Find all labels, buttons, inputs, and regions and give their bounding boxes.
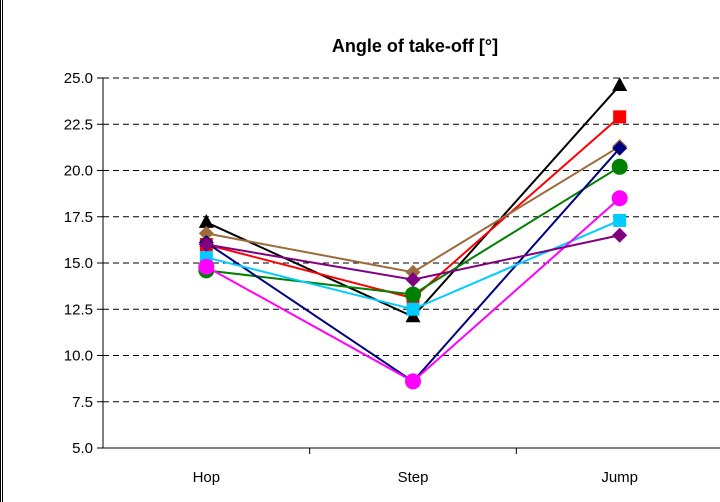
- x-tick-labels: Hop Step Jump: [193, 469, 638, 486]
- data-point: [612, 228, 627, 243]
- y-tick-label: 12.5: [64, 301, 93, 318]
- y-tick-label: 17.5: [64, 209, 93, 226]
- y-tick-label: 25.0: [64, 70, 93, 87]
- series-8: [199, 228, 627, 287]
- x-tick-label: Step: [398, 469, 429, 486]
- x-tick-label: Jump: [601, 469, 638, 486]
- axes: [97, 78, 720, 454]
- data-point: [407, 303, 420, 316]
- y-tick-label: 15.0: [64, 255, 93, 272]
- data-point: [199, 214, 214, 228]
- y-tick-label: 7.5: [72, 394, 93, 411]
- gridlines: [103, 78, 720, 402]
- data-point: [405, 373, 421, 389]
- data-point: [613, 214, 626, 227]
- y-tick-label: 20.0: [64, 163, 93, 180]
- data-point: [198, 259, 214, 275]
- y-tick-label: 10.0: [64, 348, 93, 365]
- y-tick-labels: 5.0 7.5 10.0 12.5 15.0 17.5 20.0 22.5 25.0: [64, 70, 93, 457]
- chart-title: Angle of take-off [°]: [332, 36, 498, 56]
- y-tick-label: 22.5: [64, 116, 93, 133]
- data-point: [612, 77, 627, 91]
- data-point: [612, 159, 628, 175]
- data-point: [405, 286, 421, 302]
- data-point: [613, 110, 626, 123]
- data-point: [612, 190, 628, 206]
- y-tick-label: 5.0: [72, 440, 93, 457]
- x-tick-label: Hop: [193, 469, 221, 486]
- line-chart: Angle of take-off [°] 5.0 7.5 10.0 12.5 15.0…: [3, 0, 720, 502]
